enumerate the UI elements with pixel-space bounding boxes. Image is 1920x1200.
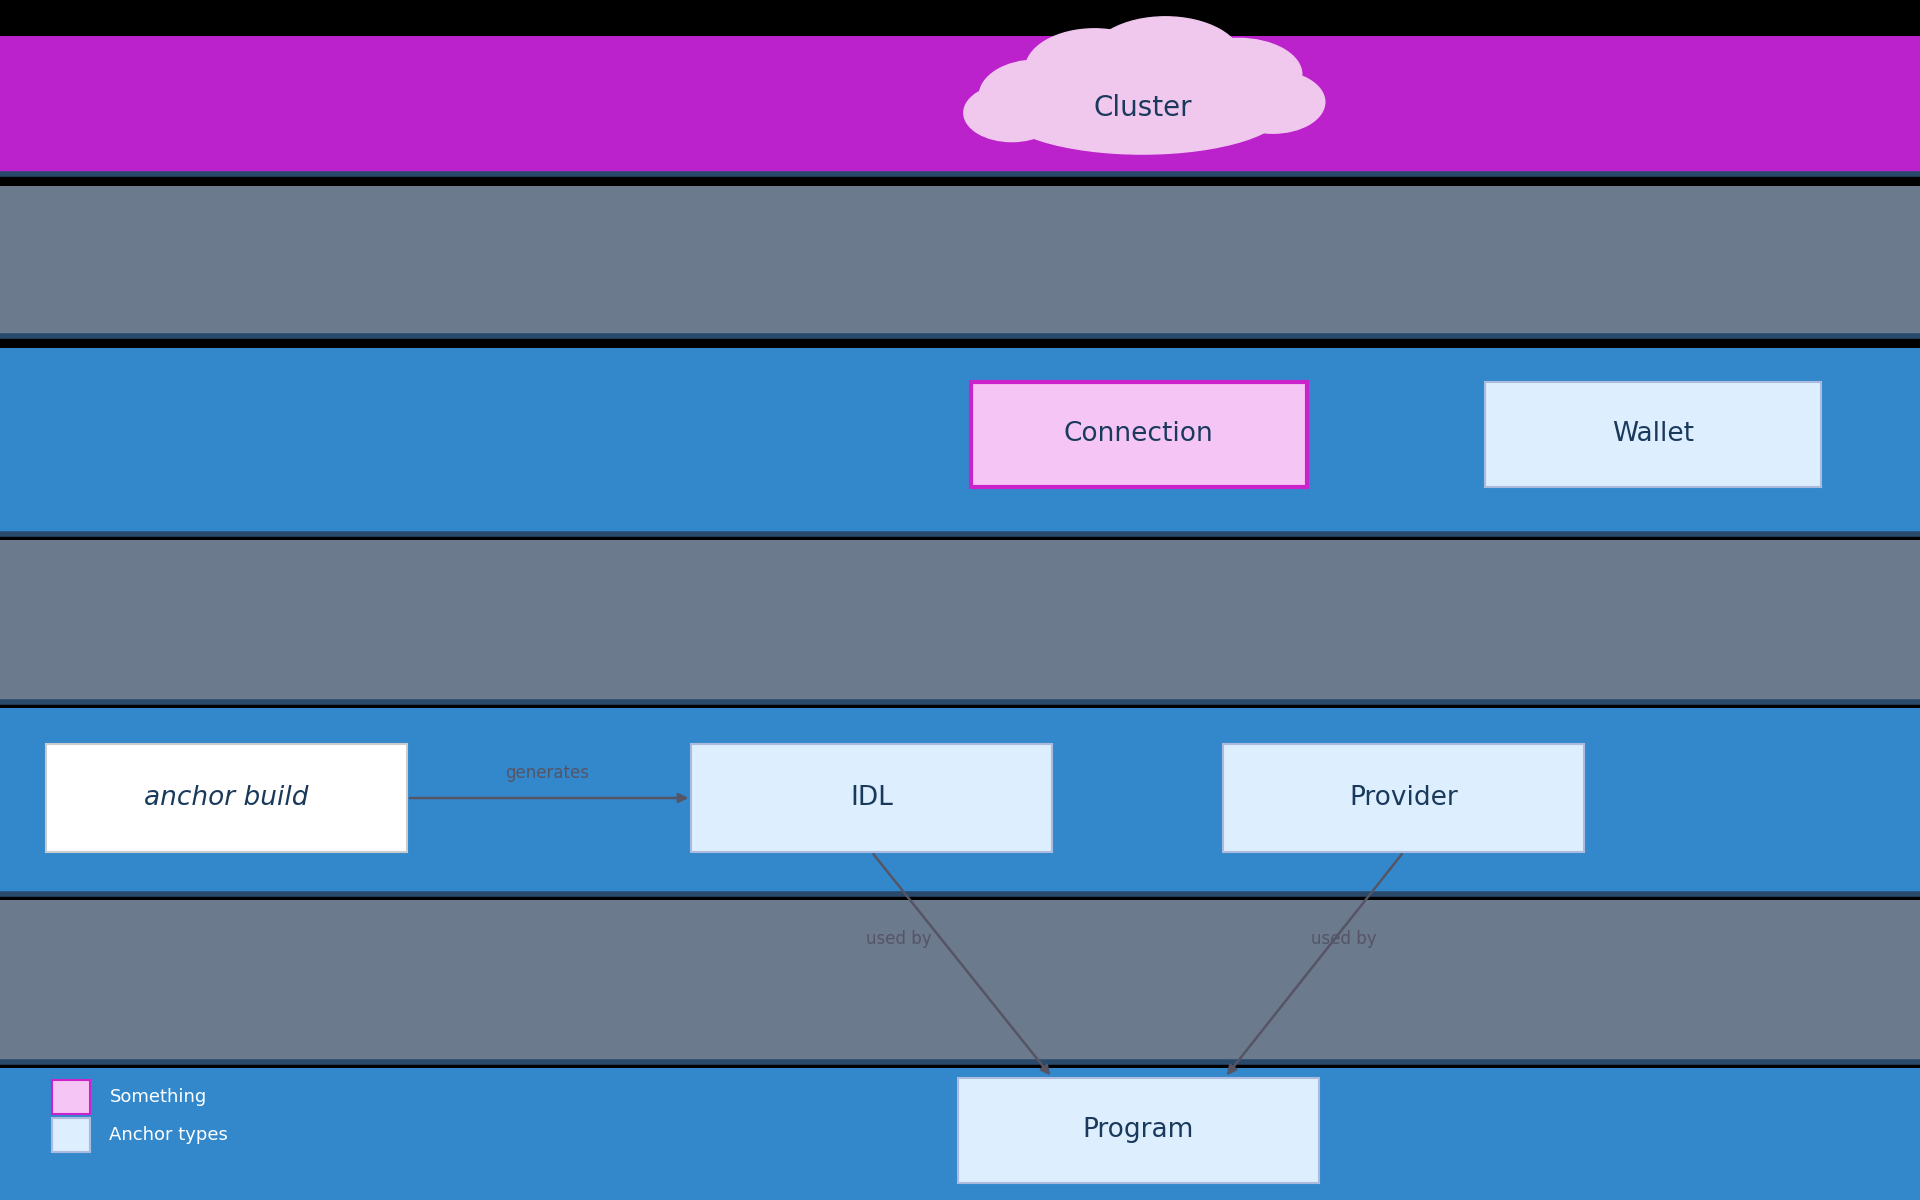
Text: Cluster: Cluster <box>1092 94 1192 122</box>
FancyBboxPatch shape <box>970 382 1306 487</box>
Text: used by: used by <box>866 930 931 948</box>
Ellipse shape <box>998 62 1286 154</box>
Text: IDL: IDL <box>851 785 893 811</box>
Ellipse shape <box>1089 17 1242 103</box>
Ellipse shape <box>1175 38 1302 110</box>
Bar <box>0 540 1920 702</box>
FancyBboxPatch shape <box>1223 744 1584 852</box>
FancyBboxPatch shape <box>1486 382 1820 487</box>
Text: Program: Program <box>1083 1117 1194 1144</box>
Bar <box>0 900 1920 1062</box>
FancyBboxPatch shape <box>691 744 1052 852</box>
FancyBboxPatch shape <box>958 1078 1319 1183</box>
Text: used by: used by <box>1311 930 1377 948</box>
Bar <box>0 1068 1920 1200</box>
Text: Something: Something <box>109 1087 207 1106</box>
Bar <box>0 36 1920 174</box>
Text: Wallet: Wallet <box>1613 421 1693 448</box>
Bar <box>52 1080 90 1114</box>
Ellipse shape <box>1221 71 1325 133</box>
Ellipse shape <box>964 84 1060 142</box>
Bar <box>52 1118 90 1152</box>
Text: Provider: Provider <box>1350 785 1457 811</box>
FancyBboxPatch shape <box>46 744 407 852</box>
Bar <box>0 348 1920 534</box>
Ellipse shape <box>979 60 1094 132</box>
Text: Connection: Connection <box>1064 421 1213 448</box>
Bar <box>0 186 1920 336</box>
Ellipse shape <box>1025 29 1164 110</box>
Bar <box>0 708 1920 894</box>
Text: generates: generates <box>505 764 589 782</box>
Text: anchor build: anchor build <box>144 785 309 811</box>
Text: Anchor types: Anchor types <box>109 1126 228 1145</box>
